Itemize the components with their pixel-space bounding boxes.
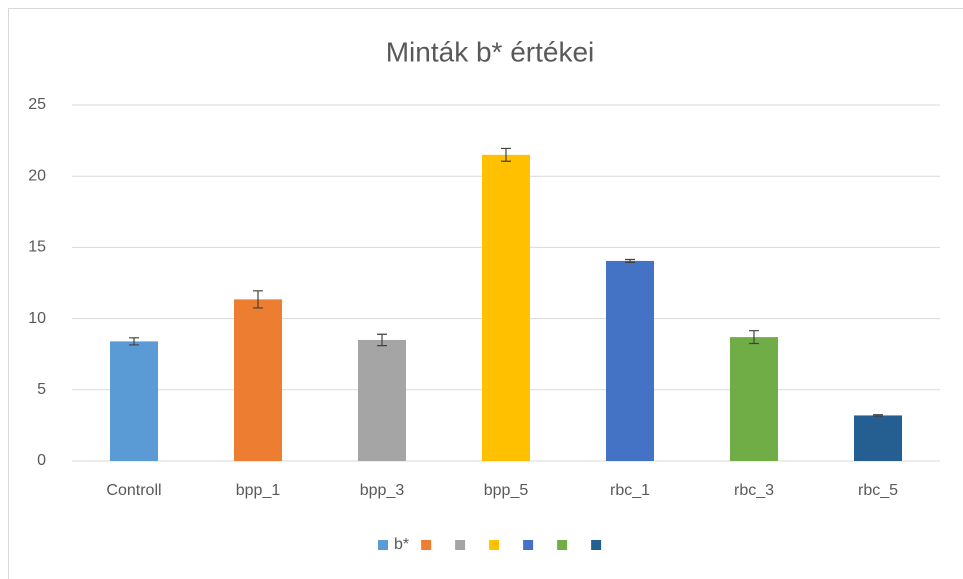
y-tick-label: 5 xyxy=(37,381,46,398)
x-tick-label: rbc_1 xyxy=(610,482,650,499)
legend-swatch xyxy=(591,540,602,550)
y-tick-label: 10 xyxy=(28,310,46,327)
legend-swatch xyxy=(523,540,534,550)
bar xyxy=(110,341,158,461)
legend-swatch xyxy=(557,540,568,550)
legend-swatch xyxy=(489,540,500,550)
x-tick-label: bpp_1 xyxy=(236,482,281,499)
bar xyxy=(854,415,902,461)
error-bar xyxy=(377,333,387,347)
error-bar xyxy=(749,330,759,345)
bar xyxy=(730,337,778,461)
error-bar xyxy=(873,414,883,417)
y-tick-label: 20 xyxy=(28,167,46,184)
bar xyxy=(358,339,406,461)
x-tick-label: rbc_5 xyxy=(858,482,898,499)
x-tick-label: Controll xyxy=(106,482,161,499)
chart-title: Minták b* értékei xyxy=(386,36,595,67)
error-bar xyxy=(625,258,635,263)
y-tick-label: 25 xyxy=(28,96,46,113)
bar xyxy=(234,299,282,461)
legend-label: b* xyxy=(394,536,409,553)
legend-swatch xyxy=(378,540,388,550)
x-tick-label: bpp_5 xyxy=(484,482,529,499)
bar xyxy=(606,260,654,461)
legend-swatch xyxy=(421,540,432,550)
error-bar xyxy=(501,147,511,162)
error-bar xyxy=(129,337,139,346)
error-bar xyxy=(253,290,263,309)
y-tick-label: 0 xyxy=(37,452,46,469)
legend-swatch xyxy=(455,540,466,550)
bar xyxy=(482,154,530,461)
y-tick-label: 15 xyxy=(28,239,46,256)
x-tick-label: rbc_3 xyxy=(734,482,774,499)
x-tick-label: bpp_3 xyxy=(360,482,405,499)
